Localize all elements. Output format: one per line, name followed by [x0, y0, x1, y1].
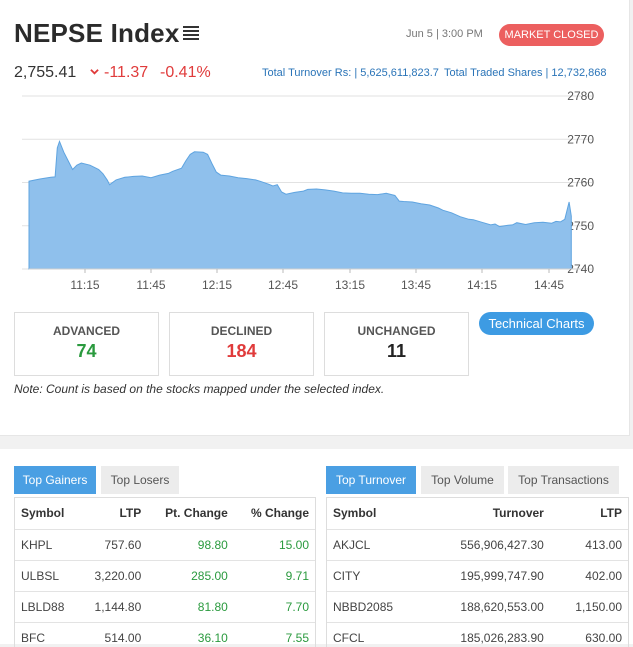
menu-icon[interactable]: [183, 26, 199, 42]
y-tick-label: 2780: [567, 89, 594, 103]
table-header-row: Symbol LTP Pt. Change % Change: [15, 498, 315, 530]
gainers-table-wrap: Symbol LTP Pt. Change % Change KHPL 757.…: [14, 497, 316, 647]
symbol-cell[interactable]: CITY: [327, 560, 423, 592]
total-turnover: Total Turnover Rs: | 5,625,611,823.7: [262, 67, 439, 79]
pt-change-cell: 285.00: [147, 560, 234, 592]
ltp-cell: 757.60: [79, 529, 148, 561]
turnover-cell: 188,620,553.00: [422, 591, 550, 623]
table-row[interactable]: AKJCL 556,906,427.30 413.00: [327, 529, 628, 561]
declined-label: DECLINED: [210, 324, 273, 338]
x-tick-label: 13:45: [401, 278, 431, 292]
y-tick-label: 2740: [567, 262, 594, 276]
x-tick-label: 13:15: [335, 278, 365, 292]
symbol-cell[interactable]: AKJCL: [327, 529, 423, 561]
pct-change-cell: 15.00: [233, 529, 315, 561]
count-note: Note: Count is based on the stocks mappe…: [14, 382, 385, 396]
technical-charts-button[interactable]: Technical Charts: [479, 312, 594, 335]
col-pt-change: Pt. Change: [147, 498, 234, 530]
advanced-count: 74: [76, 341, 97, 361]
ltp-cell: 1,150.00: [549, 591, 628, 623]
col-symbol: Symbol: [15, 498, 80, 530]
table-row[interactable]: KHPL 757.60 98.80 15.00: [15, 529, 315, 561]
table-header-row: Symbol Turnover LTP: [327, 498, 628, 530]
x-tick-label: 14:15: [467, 278, 497, 292]
table-row[interactable]: ULBSL 3,220.00 285.00 9.71: [15, 560, 315, 592]
advanced-card: ADVANCED 74: [14, 312, 159, 376]
market-date: Jun 5 | 3:00 PM: [406, 28, 483, 40]
market-status-badge: MARKET CLOSED: [499, 24, 604, 46]
symbol-cell[interactable]: LBLD88: [15, 591, 80, 623]
tab-top-gainers[interactable]: Top Gainers: [14, 466, 96, 494]
symbol-cell[interactable]: ULBSL: [15, 560, 80, 592]
ltp-cell: 3,220.00: [79, 560, 148, 592]
pt-change-cell: 98.80: [147, 529, 234, 561]
index-value: 2,755.41: [14, 64, 77, 81]
y-tick-label: 2770: [567, 132, 594, 146]
table-row[interactable]: LBLD88 1,144.80 81.80 7.70: [15, 591, 315, 623]
ltp-cell: 514.00: [79, 622, 148, 647]
tab-top-volume[interactable]: Top Volume: [421, 466, 504, 494]
unchanged-card: UNCHANGED 11: [324, 312, 469, 376]
table-row[interactable]: CFCL 185,026,283.90 630.00: [327, 622, 628, 647]
gainers-table: Symbol LTP Pt. Change % Change KHPL 757.…: [15, 498, 315, 647]
turnover-cell: 185,026,283.90: [422, 622, 550, 647]
turnover-table: Symbol Turnover LTP AKJCL 556,906,427.30…: [327, 498, 628, 647]
ltp-cell: 1,144.80: [79, 591, 148, 623]
symbol-cell[interactable]: KHPL: [15, 529, 80, 561]
col-pct-change: % Change: [233, 498, 315, 530]
turnover-cell: 195,999,747.90: [422, 560, 550, 592]
turnover-table-wrap: Symbol Turnover LTP AKJCL 556,906,427.30…: [326, 497, 629, 647]
table-row[interactable]: NBBD2085 188,620,553.00 1,150.00: [327, 591, 628, 623]
ltp-cell: 630.00: [549, 622, 628, 647]
page-title: NEPSE Index: [14, 18, 180, 48]
y-tick-label: 2760: [567, 176, 594, 190]
declined-count: 184: [226, 341, 257, 361]
advanced-label: ADVANCED: [52, 324, 121, 338]
pct-change-cell: 7.55: [233, 622, 315, 647]
symbol-cell[interactable]: CFCL: [327, 622, 423, 647]
turnover-cell: 556,906,427.30: [422, 529, 550, 561]
unchanged-label: UNCHANGED: [357, 324, 436, 338]
index-chart[interactable]: 2780 2770 2760 2750 2740 11:15 11:45 12:15 12:45…: [0, 86, 600, 302]
pct-change-cell: 7.70: [233, 591, 315, 623]
index-percent: -0.41%: [160, 64, 211, 81]
ltp-cell: 413.00: [549, 529, 628, 561]
tab-top-losers[interactable]: Top Losers: [101, 466, 179, 494]
declined-card: DECLINED 184: [169, 312, 314, 376]
pct-change-cell: 9.71: [233, 560, 315, 592]
col-ltp: LTP: [549, 498, 628, 530]
caret-down-icon: [90, 69, 99, 75]
total-traded-shares: Total Traded Shares | 12,732,868: [444, 67, 607, 79]
ltp-cell: 402.00: [549, 560, 628, 592]
symbol-cell[interactable]: BFC: [15, 622, 80, 647]
col-symbol: Symbol: [327, 498, 423, 530]
unchanged-count: 11: [386, 341, 407, 361]
x-tick-label: 11:15: [70, 278, 99, 292]
tab-top-transactions[interactable]: Top Transactions: [508, 466, 619, 494]
x-tick-label: 12:15: [202, 278, 232, 292]
pt-change-cell: 36.10: [147, 622, 234, 647]
x-tick-label: 14:45: [534, 278, 564, 292]
pt-change-cell: 81.80: [147, 591, 234, 623]
market-movers-section: Top Gainers Top Losers Top Turnover Top …: [0, 449, 633, 647]
x-tick-label: 11:45: [136, 278, 165, 292]
table-row[interactable]: BFC 514.00 36.10 7.55: [15, 622, 315, 647]
index-area-series: [28, 139, 572, 270]
col-ltp: LTP: [79, 498, 148, 530]
x-tick-label: 12:45: [268, 278, 298, 292]
tab-top-turnover[interactable]: Top Turnover: [326, 466, 416, 494]
col-turnover: Turnover: [422, 498, 550, 530]
index-panel: NEPSE Index Jun 5 | 3:00 PM MARKET CLOSE…: [0, 0, 630, 436]
table-row[interactable]: CITY 195,999,747.90 402.00: [327, 560, 628, 592]
y-tick-label: 2750: [567, 219, 594, 233]
index-change: -11.37: [104, 64, 149, 81]
symbol-cell[interactable]: NBBD2085: [327, 591, 423, 623]
